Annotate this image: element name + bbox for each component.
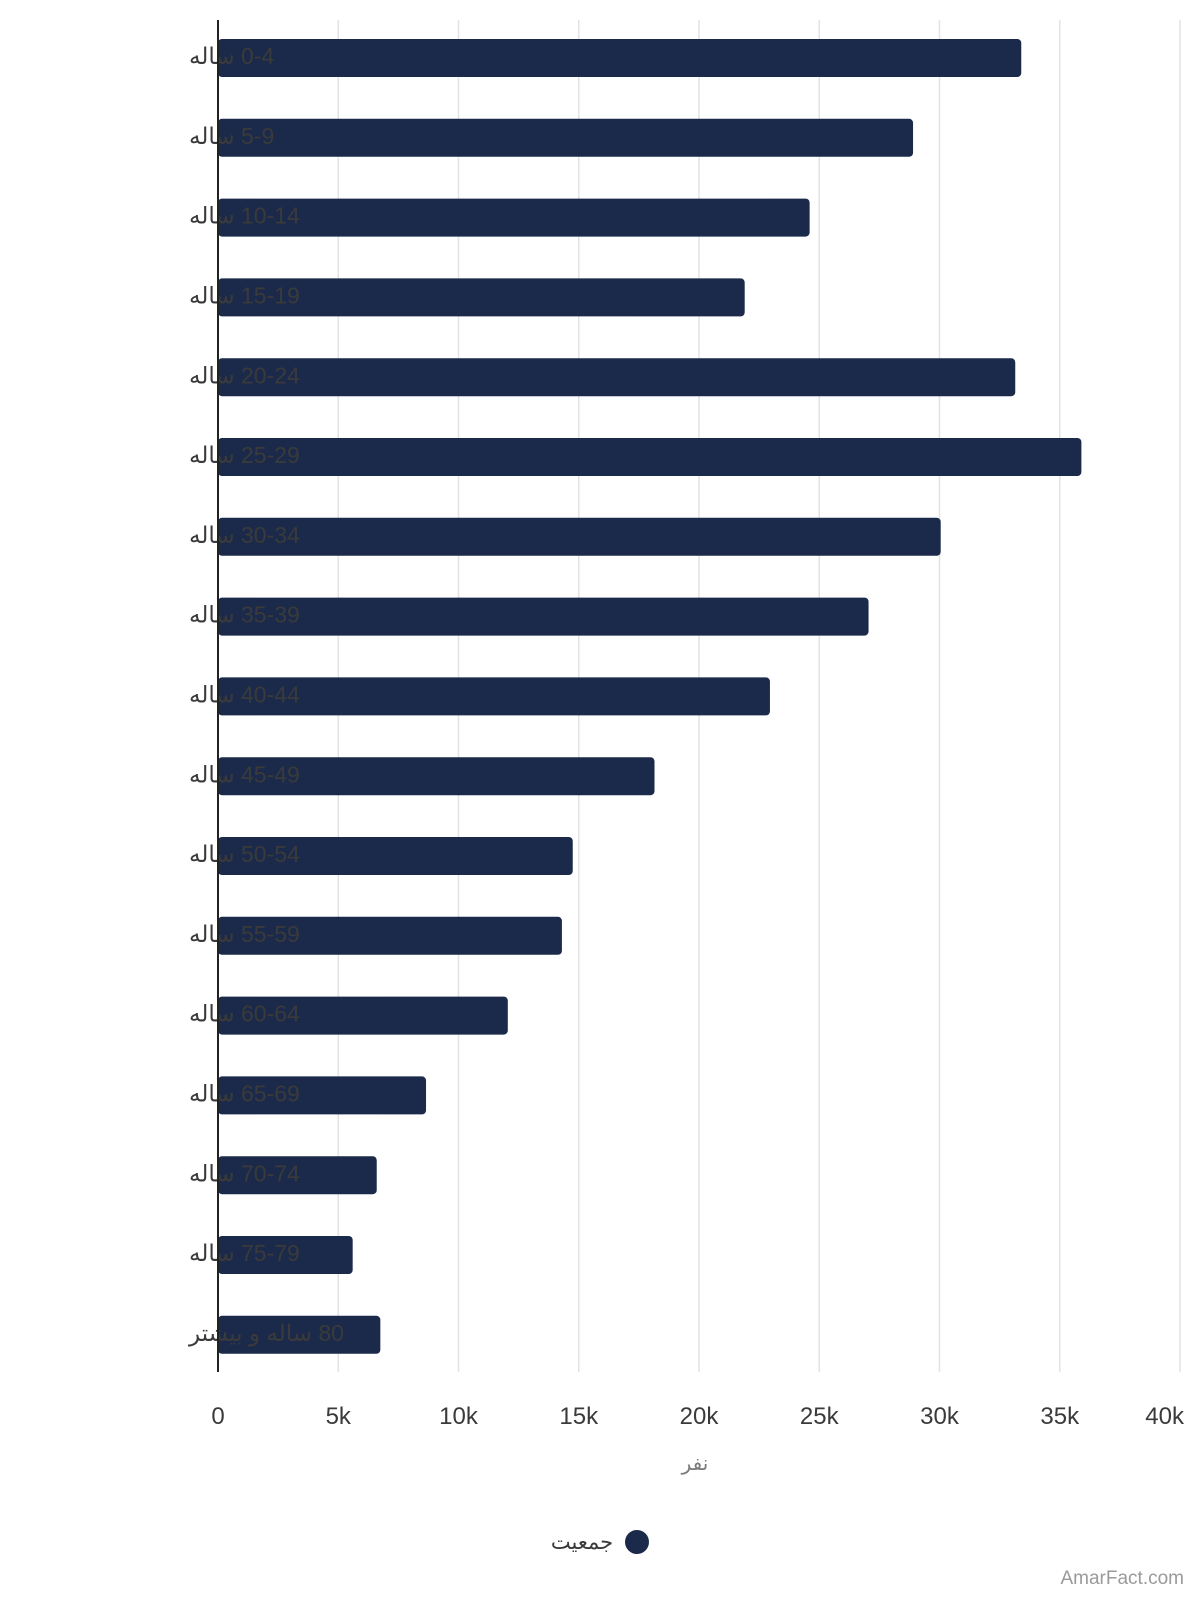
category-label: 0-4 ساله (189, 43, 274, 69)
category-label: 45-49 ساله (189, 761, 300, 787)
category-label: 35-39 ساله (189, 602, 300, 628)
x-tick-label: 5k (326, 1403, 352, 1430)
category-label: 25-29 ساله (189, 442, 300, 468)
category-label: 5-9 ساله (189, 123, 274, 149)
x-tick-label: 35k (1040, 1403, 1080, 1430)
bar (218, 278, 745, 317)
category-label: 15-19 ساله (189, 282, 300, 308)
x-axis-title: نفر (681, 1451, 709, 1475)
x-tick-label: 20k (680, 1403, 720, 1430)
x-tick-label: 0 (211, 1403, 224, 1430)
bar (218, 517, 941, 556)
bar (218, 996, 508, 1035)
legend-marker-icon (625, 1530, 650, 1554)
bar (218, 757, 655, 796)
category-label: 60-64 ساله (189, 1001, 300, 1027)
x-tick-label: 15k (559, 1403, 599, 1430)
category-label: 75-79 ساله (189, 1240, 300, 1266)
bar (218, 837, 573, 875)
bar (218, 118, 914, 157)
bar (218, 358, 1016, 397)
bar (218, 1315, 381, 1354)
category-label: 10-14 ساله (189, 203, 300, 229)
bar (218, 1076, 427, 1115)
bar (218, 438, 1082, 476)
category-label: 30-34 ساله (189, 522, 300, 548)
bar (218, 916, 562, 955)
category-label: 20-24 ساله (189, 362, 300, 388)
bar (218, 597, 869, 636)
bar (218, 1236, 353, 1274)
category-label: 65-69 ساله (189, 1080, 300, 1106)
category-label: 70-74 ساله (189, 1160, 300, 1186)
bar (218, 39, 1022, 77)
category-label: 40-44 ساله (189, 681, 300, 707)
bar (218, 1156, 377, 1195)
x-tick-label: 10k (439, 1403, 479, 1430)
x-tick-label: 40k (1145, 1403, 1185, 1430)
category-label: 80 ساله و بیشتر (188, 1320, 344, 1347)
x-tick-label: 25k (800, 1403, 840, 1430)
category-label: 55-59 ساله (189, 921, 300, 947)
legend-label: جمعیت (550, 1530, 614, 1554)
x-tick-label: 30k (920, 1403, 960, 1430)
category-label: 50-54 ساله (189, 841, 300, 867)
bar (218, 677, 770, 716)
bar (218, 198, 810, 237)
legend: جمعیت (0, 1530, 1200, 1554)
watermark: AmarFact.com (1060, 1568, 1184, 1589)
